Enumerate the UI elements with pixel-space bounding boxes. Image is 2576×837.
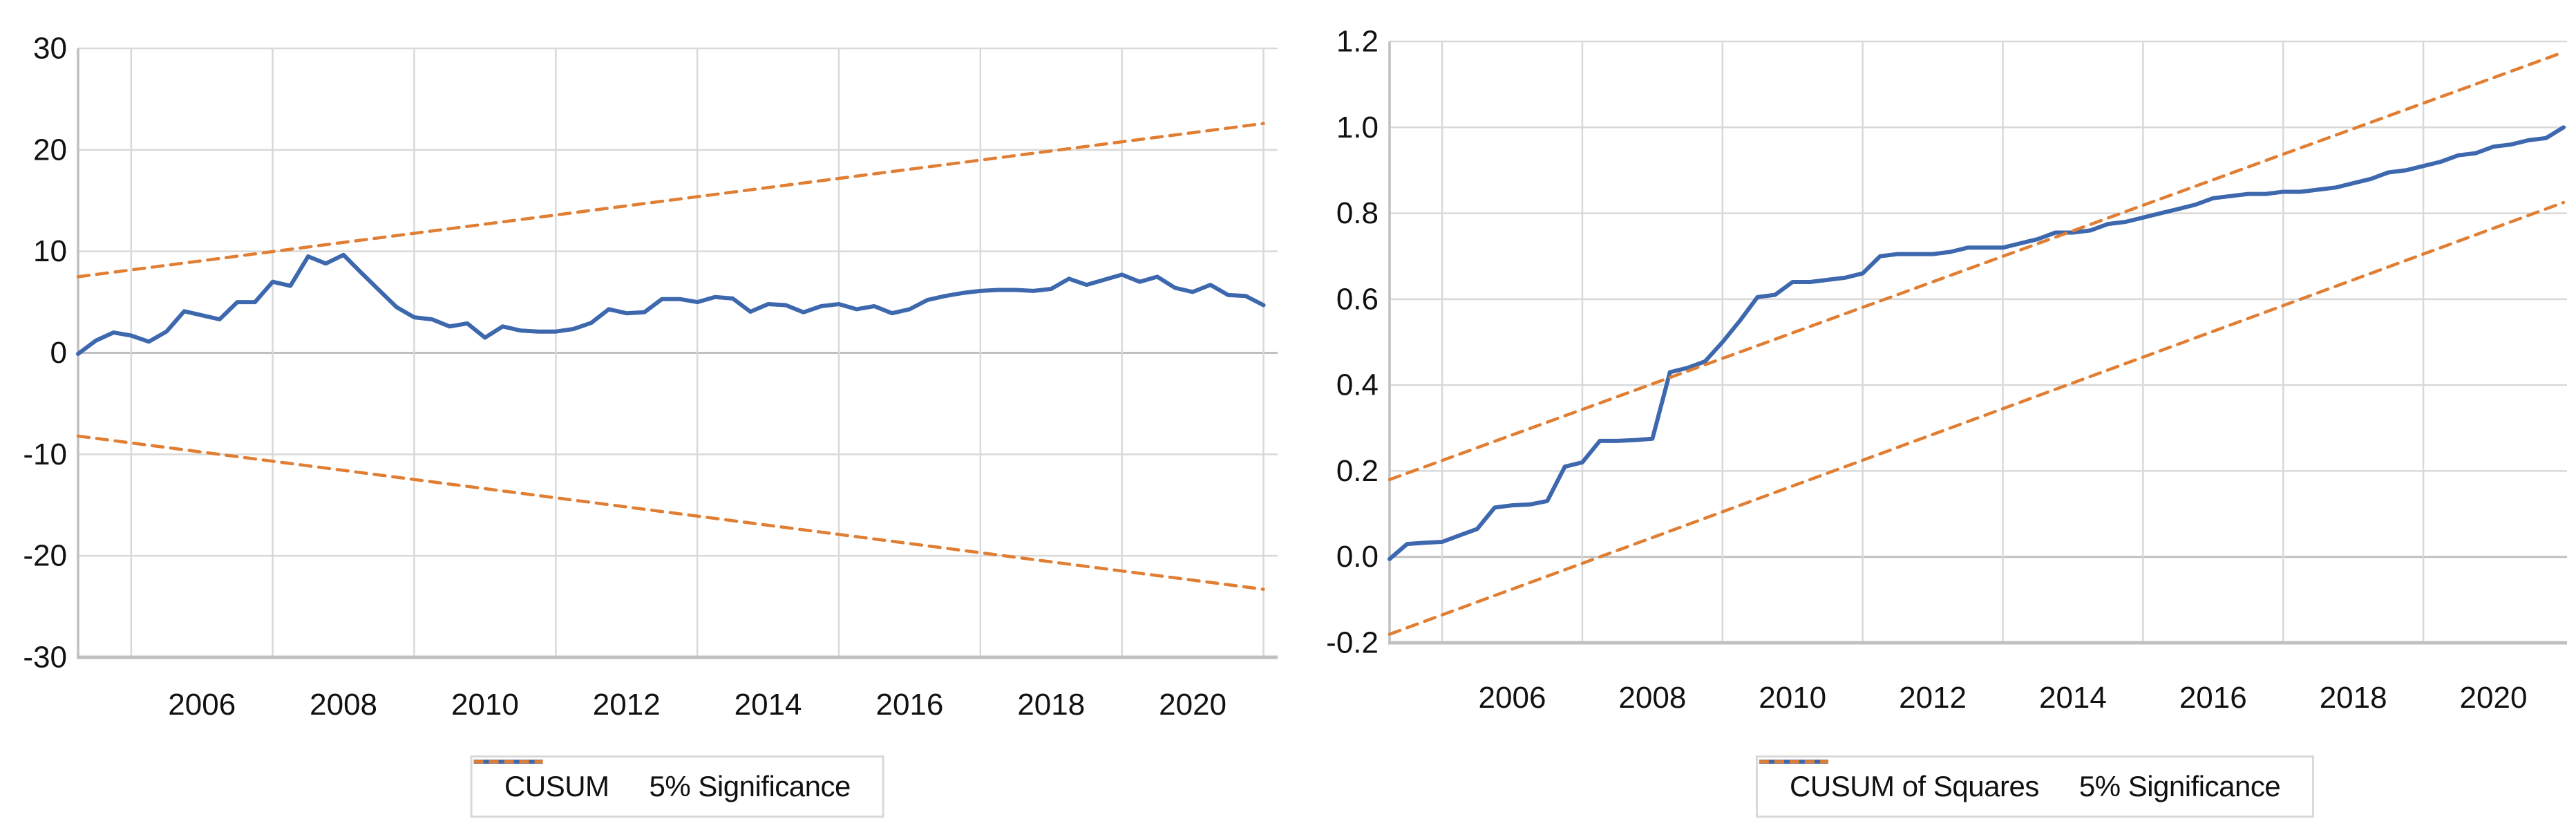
y-tick-label: 0 [50, 336, 67, 370]
legend-label: CUSUM [504, 770, 609, 802]
x-tick-label: 2008 [310, 688, 377, 722]
y-tick-label: 0.8 [1336, 196, 1379, 230]
significance-bound-line [76, 122, 1265, 279]
legend-item: CUSUM [474, 760, 609, 803]
legend-label: 5% Significance [2078, 770, 2281, 802]
dashed-line-sample-icon [474, 760, 544, 764]
x-tick-label: 2010 [1759, 681, 1826, 715]
cusum-of-squares-plot-canvas: 1.2 1.0 0.8 0.6 0.4 0.2 0.0 -0.2 2006 2008 2010 201… [1326, 25, 2567, 715]
x-tick-label: 2020 [2460, 681, 2528, 715]
significance-bound-line [76, 434, 1265, 591]
x-tick-label: 2012 [593, 688, 661, 722]
cusum-chart: 30 20 10 0 -10 -20 -30 2006 2008 2010 2012 2014 2016… [23, 32, 1278, 818]
x-tick-label: 2016 [2179, 681, 2247, 715]
dashed-line-sample-icon [1759, 760, 1829, 764]
y-tick-label: 0.2 [1336, 454, 1379, 488]
y-tick-label: -10 [23, 438, 67, 471]
x-tick-label: 2010 [451, 688, 519, 722]
y-tick-label: 1.0 [1336, 111, 1379, 144]
x-tick-label: 2020 [1159, 688, 1227, 722]
cusum-legend: CUSUM 5% Significance [471, 755, 884, 818]
y-tick-label: 0.6 [1336, 282, 1379, 316]
legend-item: 5% Significance [1759, 760, 2281, 803]
y-tick-label: 0.0 [1336, 540, 1379, 574]
cusum-of-squares-chart: 1.2 1.0 0.8 0.6 0.4 0.2 0.0 -0.2 2006 2008 2010 201… [1288, 0, 2576, 837]
x-tick-label: 2016 [875, 688, 943, 722]
x-tick-label: 2018 [1017, 688, 1085, 722]
x-tick-label: 2018 [2320, 681, 2387, 715]
y-tick-label: -0.2 [1326, 626, 1379, 660]
x-tick-label: 2008 [1618, 681, 1686, 715]
x-tick-label: 2014 [735, 688, 802, 722]
legend-label: CUSUM of Squares [1790, 770, 2039, 802]
y-tick-label: 10 [33, 234, 67, 268]
y-tick-label: 30 [33, 32, 67, 66]
y-tick-label: 20 [33, 133, 67, 167]
significance-bound-line [1388, 50, 2566, 482]
data-series-line [1388, 125, 2566, 561]
legend-item: CUSUM of Squares [1759, 760, 2039, 803]
x-tick-label: 2012 [1899, 681, 1967, 715]
y-tick-label: -30 [23, 641, 67, 675]
cusum-of-squares-legend: CUSUM of Squares 5% Significance [1756, 755, 2315, 818]
x-tick-label: 2006 [1479, 681, 1546, 715]
y-tick-label: -20 [23, 539, 67, 573]
y-tick-label: 0.4 [1336, 368, 1379, 402]
legend-item: 5% Significance [474, 760, 851, 803]
y-tick-label: 1.2 [1336, 25, 1379, 59]
legend-label: 5% Significance [649, 770, 851, 802]
data-series-line [76, 252, 1266, 356]
x-tick-label: 2006 [168, 688, 236, 722]
x-tick-label: 2014 [2039, 681, 2107, 715]
significance-bound-line [1388, 200, 2566, 636]
